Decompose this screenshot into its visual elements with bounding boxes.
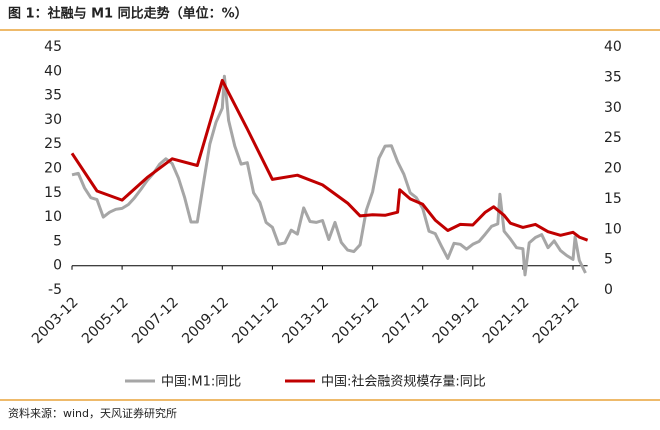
x-tick-label: 2023-12 (530, 294, 583, 347)
y2-tick-label: 25 (604, 130, 622, 146)
x-tick-label: 2009-12 (179, 294, 232, 347)
y-tick-label: 30 (44, 112, 62, 128)
legend-label: 中国:社会融资规模存量:同比 (321, 374, 486, 390)
x-tick-label: 2003-12 (29, 294, 82, 347)
y2-tick-label: 0 (604, 282, 613, 298)
x-tick-label: 2007-12 (129, 294, 182, 347)
y2-tick-label: 35 (604, 69, 622, 85)
x-tick-label: 2005-12 (79, 294, 132, 347)
y2-tick-label: 10 (604, 221, 622, 237)
y2-tick-label: 30 (604, 100, 622, 116)
y-tick-label: 0 (53, 258, 62, 274)
y-tick-label: 35 (44, 88, 62, 104)
x-tick-label: 2015-12 (330, 294, 383, 347)
y2-tick-label: 20 (604, 161, 622, 177)
x-tick-label: 2013-12 (279, 294, 332, 347)
y2-tick-label: 40 (604, 39, 622, 55)
x-tick-label: 2021-12 (480, 294, 533, 347)
y-tick-label: 20 (44, 161, 62, 177)
y2-tick-label: 5 (604, 252, 613, 268)
series-line (70, 78, 589, 242)
chart-title: 图 1：社融与 M1 同比走势（单位：%） (8, 6, 248, 22)
y-tick-label: 5 (53, 233, 62, 249)
y2-tick-label: 15 (604, 191, 622, 207)
y-tick-label: 25 (44, 136, 62, 152)
x-tick-label: 2017-12 (380, 294, 433, 347)
y-tick-label: 40 (44, 63, 62, 79)
x-tick-label: 2011-12 (229, 294, 282, 347)
series-line (71, 74, 587, 277)
y-tick-label: 15 (44, 185, 62, 201)
y-tick-label: -5 (48, 282, 62, 298)
source: 资料来源：wind，天风证券研究所 (8, 406, 177, 420)
legend-label: 中国:M1:同比 (161, 375, 241, 390)
y-tick-label: 45 (44, 39, 62, 55)
x-tick-label: 2019-12 (430, 294, 483, 347)
y-tick-label: 10 (44, 209, 62, 225)
